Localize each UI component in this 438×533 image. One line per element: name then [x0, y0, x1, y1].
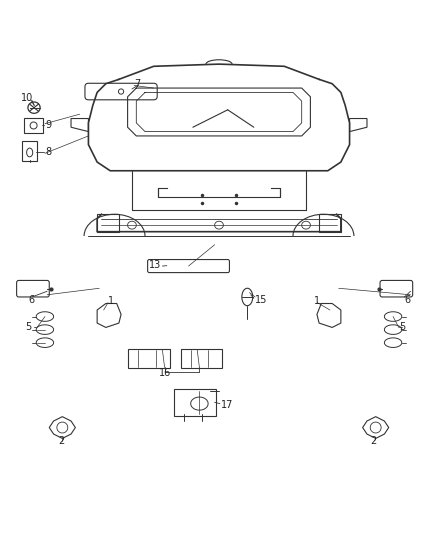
- Text: 5: 5: [25, 322, 32, 333]
- Text: 16: 16: [159, 368, 171, 378]
- Text: 7: 7: [134, 79, 141, 88]
- Text: 15: 15: [255, 295, 268, 305]
- Text: 2: 2: [58, 437, 64, 447]
- Text: 2: 2: [371, 437, 377, 447]
- Text: 10: 10: [21, 93, 33, 103]
- Text: 17: 17: [221, 400, 233, 410]
- Text: 13: 13: [149, 260, 162, 270]
- Text: 6: 6: [28, 295, 35, 305]
- Text: 1: 1: [108, 296, 114, 306]
- Text: 9: 9: [45, 119, 51, 130]
- Text: 6: 6: [405, 295, 411, 305]
- Text: 1: 1: [314, 296, 320, 306]
- Text: 5: 5: [399, 322, 406, 333]
- Text: 8: 8: [45, 148, 51, 157]
